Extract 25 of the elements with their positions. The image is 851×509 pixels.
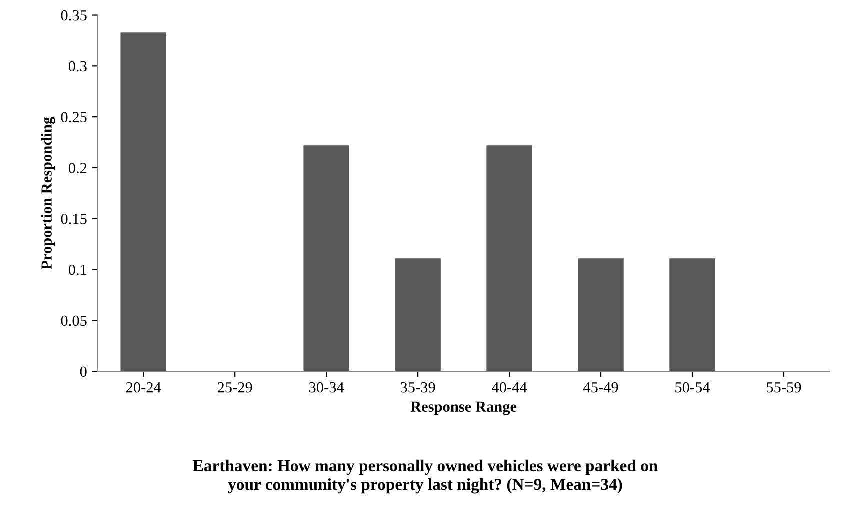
bar <box>395 258 441 372</box>
x-tick-label: 50-54 <box>676 382 710 393</box>
y-tick-label: 0.15 <box>61 214 87 224</box>
x-tick-label: 25-29 <box>218 382 252 393</box>
bar <box>304 146 350 372</box>
bar <box>120 32 166 372</box>
x-tick-label: 20-24 <box>126 382 162 393</box>
x-tick-label: 40-44 <box>492 382 528 393</box>
x-tick-label: 45-49 <box>583 382 618 393</box>
text: Earthaven: How many personally owned vehicles were parked on your community's property last night? (N=9, Mean=34) <box>193 460 658 494</box>
y-tick-label: 0.3 <box>68 61 87 72</box>
y-tick-label: 0.1 <box>68 264 87 276</box>
bar <box>578 258 624 372</box>
y-axis-title: Proportion Responding <box>41 117 56 270</box>
y-tick-label: 0.2 <box>68 163 87 174</box>
y-tick-label: 0.25 <box>61 112 87 123</box>
bar <box>670 258 716 372</box>
y-tick-label: 0.35 <box>61 10 87 21</box>
x-tick-label: 55-59 <box>767 382 802 393</box>
y-tick-label: 0.05 <box>61 316 87 326</box>
bar <box>486 146 532 372</box>
x-tick-label: 30-34 <box>309 382 344 393</box>
x-tick-label: 35-39 <box>400 382 436 393</box>
x-axis-title: Response Range <box>410 402 517 416</box>
y-tick-label: 0 <box>80 366 87 378</box>
